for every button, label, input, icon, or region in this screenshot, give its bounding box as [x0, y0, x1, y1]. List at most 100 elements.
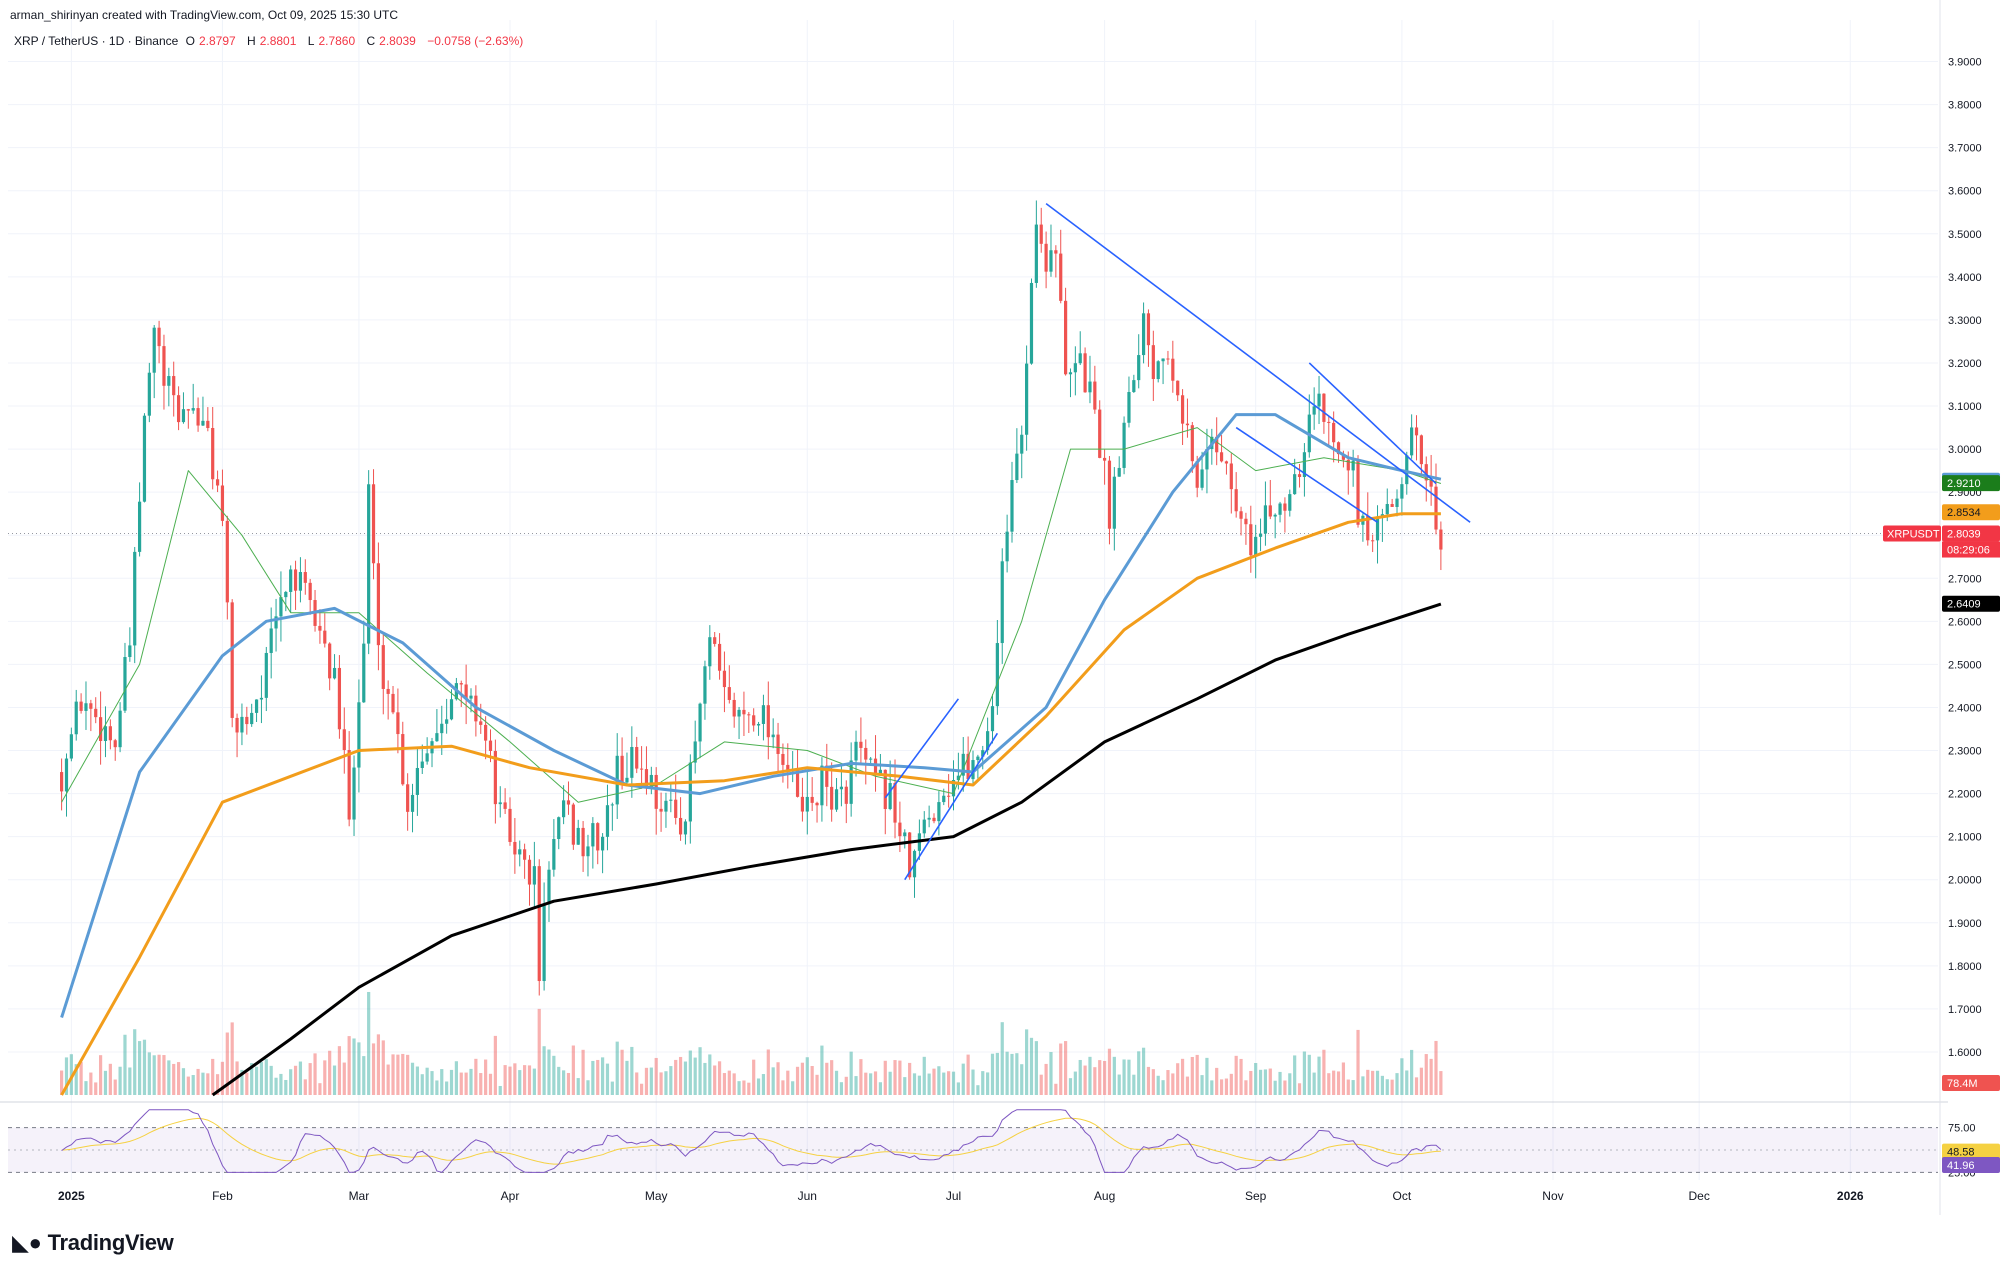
- volume-bar: [1219, 1079, 1224, 1095]
- candle-body: [211, 428, 215, 480]
- candle-body: [1127, 392, 1131, 423]
- volume-bar: [713, 1065, 717, 1095]
- volume-bar: [430, 1071, 434, 1095]
- volume-bar: [873, 1071, 878, 1095]
- y-tick-label: 3.3000: [1948, 315, 1982, 327]
- candle-body: [674, 799, 678, 818]
- candlesticks: [60, 200, 1443, 996]
- candle-body: [951, 780, 956, 797]
- volume-bar: [133, 1029, 137, 1095]
- volume-bar: [196, 1068, 200, 1095]
- candle-body: [259, 697, 264, 700]
- candle-body: [776, 734, 780, 754]
- candle-body: [893, 783, 897, 823]
- volume-bar: [1156, 1075, 1160, 1095]
- candle-body: [815, 802, 819, 806]
- candle-body: [1195, 461, 1199, 488]
- candle-body: [727, 687, 731, 700]
- candle-body: [552, 839, 556, 870]
- y-tick-label: 1.9000: [1948, 918, 1982, 930]
- price-change: −0.0758 (−2.63%): [427, 34, 524, 48]
- candle-body: [1385, 504, 1389, 515]
- y-tick-label: 1.8000: [1948, 961, 1982, 973]
- volume-bar: [1288, 1073, 1292, 1095]
- volume-bar: [1034, 1041, 1038, 1095]
- volume-bar: [1254, 1062, 1258, 1095]
- last-price-tag-bg: [1942, 525, 2000, 542]
- volume-bar: [649, 1067, 653, 1095]
- candle-body: [532, 866, 536, 885]
- candle-body: [1405, 455, 1409, 485]
- volume-bar: [323, 1060, 327, 1095]
- volume-bar: [717, 1061, 722, 1095]
- candle-body: [479, 721, 483, 725]
- candle-body: [990, 706, 995, 732]
- volume-bar: [1200, 1075, 1204, 1095]
- volume-bar: [420, 1074, 424, 1095]
- volume-bar: [1010, 1053, 1014, 1095]
- candle-body: [859, 741, 863, 748]
- volume-bar: [581, 1049, 585, 1095]
- candle-body: [800, 796, 805, 812]
- volume-bar: [1229, 1073, 1233, 1095]
- candle-body: [176, 395, 181, 423]
- candle-body: [1283, 503, 1287, 511]
- y-tick-label: 2.6000: [1948, 616, 1982, 628]
- volume-bar: [1025, 1029, 1029, 1095]
- candle-body: [172, 376, 176, 396]
- candle-body: [74, 701, 78, 735]
- candle-body: [605, 805, 610, 837]
- candle-body: [586, 846, 590, 857]
- volume-bar: [1390, 1079, 1394, 1095]
- volume-bar: [591, 1060, 595, 1095]
- volume-bar: [435, 1080, 439, 1095]
- volume-bar: [693, 1057, 697, 1095]
- volume-bar: [1322, 1049, 1326, 1095]
- candle-body: [562, 800, 566, 818]
- candle-body: [1244, 518, 1248, 525]
- tradingview-logo[interactable]: ◣● TradingView: [12, 1230, 174, 1255]
- candle-body: [245, 716, 249, 725]
- y-tick-label: 3.7000: [1948, 143, 1982, 155]
- volume-bar: [1088, 1056, 1092, 1095]
- candle-body: [1059, 253, 1063, 301]
- volume-bar: [99, 1055, 103, 1095]
- volume-bar: [1151, 1069, 1155, 1095]
- candle-body: [844, 786, 848, 804]
- trendlines[interactable]: [884, 202, 1471, 881]
- volume-bar: [1410, 1049, 1414, 1095]
- volume-bar: [1341, 1062, 1346, 1095]
- candle-body: [981, 750, 985, 757]
- candle-body: [864, 747, 868, 760]
- rsi-tick-label: 75.00: [1948, 1123, 1976, 1135]
- volume-bar: [64, 1057, 69, 1095]
- candle-body: [284, 591, 288, 598]
- candle-body: [376, 563, 381, 646]
- candle-body: [1049, 250, 1053, 272]
- candle-body: [610, 804, 614, 806]
- volume-bar: [1273, 1080, 1277, 1095]
- candle-body: [118, 710, 122, 748]
- candle-body: [332, 667, 337, 679]
- volume-bar: [795, 1066, 800, 1095]
- volume-bar: [352, 1038, 356, 1095]
- candle-body: [264, 652, 268, 698]
- candle-body: [191, 408, 195, 411]
- y-tick-label: 3.1000: [1948, 401, 1982, 413]
- candle-body: [391, 693, 395, 713]
- candle-body: [523, 849, 527, 860]
- volume-bar: [1312, 1072, 1316, 1095]
- volume-bar: [1180, 1058, 1185, 1095]
- rsi-ma-tag: 48.58: [1947, 1147, 1975, 1159]
- volume-bar: [727, 1070, 731, 1095]
- candle-body: [869, 758, 873, 760]
- candle-body: [922, 819, 926, 834]
- volume-bar: [1044, 1063, 1048, 1095]
- rsi-value-tag-bg: [1942, 1157, 2000, 1174]
- candle-body: [1278, 503, 1282, 515]
- candle-body: [1293, 474, 1297, 495]
- price-tag: 2.6409: [1947, 599, 1981, 611]
- candle-body: [1151, 345, 1155, 380]
